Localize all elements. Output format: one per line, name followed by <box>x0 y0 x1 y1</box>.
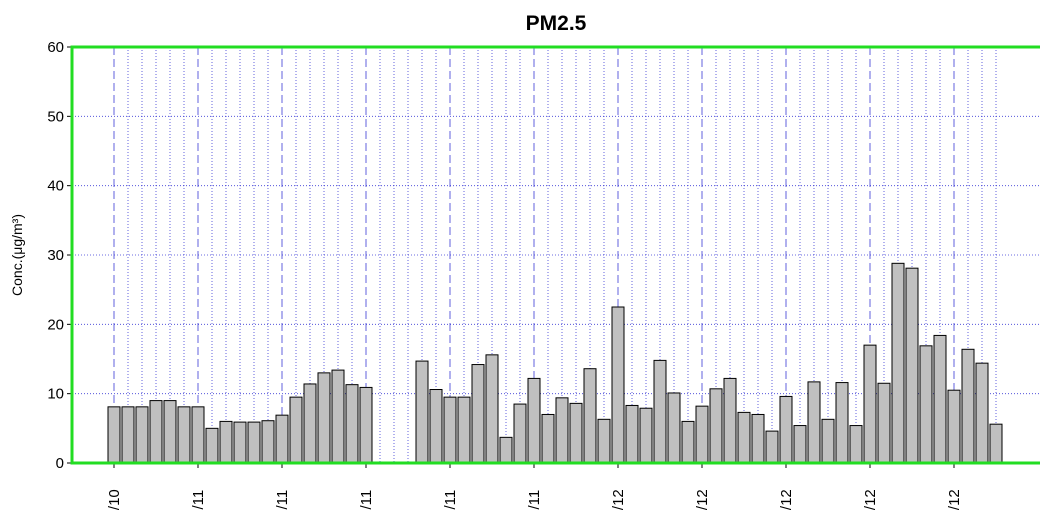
bar <box>835 382 849 464</box>
bar <box>135 406 149 464</box>
bar <box>779 395 793 464</box>
bar <box>737 411 751 464</box>
bar <box>709 388 723 464</box>
bar <box>555 397 569 464</box>
plot-frame <box>70 45 1040 465</box>
y-tick-label: 10 <box>47 386 64 403</box>
x-tick-label: 13/11 <box>358 490 375 510</box>
x-tick-label: 19/12 <box>862 489 879 510</box>
x-tick-label: 25/11 <box>526 490 543 510</box>
bar <box>261 420 275 464</box>
bar <box>303 383 317 464</box>
bar <box>625 404 639 464</box>
bar <box>331 369 345 464</box>
bar <box>667 392 681 464</box>
bar <box>429 389 443 464</box>
bar <box>681 420 695 464</box>
bar <box>807 381 821 464</box>
y-tick-label: 0 <box>56 455 64 472</box>
y-axis-label: Conc.(μg/m³) <box>9 214 25 296</box>
bar <box>527 377 541 464</box>
bar <box>541 413 555 464</box>
y-tick-label: 40 <box>47 178 64 195</box>
bar <box>723 377 737 464</box>
y-tick-label: 60 <box>47 39 64 56</box>
bar <box>975 362 989 464</box>
bar <box>751 413 765 464</box>
bar <box>695 405 709 464</box>
bar <box>149 400 163 464</box>
bar <box>611 306 625 464</box>
bar <box>569 402 583 464</box>
bar <box>961 348 975 464</box>
bar <box>821 418 835 464</box>
bar <box>583 368 597 464</box>
bar <box>415 360 429 464</box>
bar <box>765 430 779 464</box>
bar <box>989 423 1003 464</box>
bar <box>247 421 261 464</box>
bar <box>233 421 247 464</box>
bar <box>177 406 191 464</box>
x-tick-label: 25/12 <box>946 489 963 510</box>
bar <box>191 406 205 464</box>
x-tick-label: 26/10 <box>106 489 123 510</box>
bar <box>597 418 611 464</box>
bar <box>205 427 219 464</box>
x-tick-label: 13/12 <box>778 489 795 510</box>
bar <box>891 262 905 464</box>
x-tick-label: 19/11 <box>442 490 459 510</box>
bar <box>653 359 667 464</box>
bar <box>933 334 947 464</box>
bar <box>499 436 513 464</box>
bar <box>317 372 331 464</box>
bar <box>947 389 961 464</box>
bar <box>163 400 177 464</box>
bar <box>219 420 233 464</box>
x-tick-label: 01/12 <box>610 489 627 510</box>
x-tick-label: 07/11 <box>274 490 291 510</box>
bar <box>639 407 653 464</box>
bar <box>443 396 457 464</box>
bar <box>793 425 807 464</box>
bar <box>471 364 485 464</box>
y-tick-label: 20 <box>47 316 64 333</box>
x-tick-label: 01/11 <box>190 490 207 510</box>
bar <box>121 406 135 464</box>
bar <box>107 406 121 464</box>
bar <box>863 344 877 464</box>
bar <box>513 403 527 464</box>
chart-title: PM2.5 <box>526 12 587 35</box>
bar <box>919 345 933 464</box>
y-tick-label: 50 <box>47 108 64 125</box>
bar <box>877 382 891 464</box>
bar <box>275 414 289 464</box>
bar <box>457 396 471 464</box>
bar <box>905 267 919 464</box>
bar <box>359 386 373 464</box>
bar <box>849 425 863 464</box>
x-tick-label: 07/12 <box>694 489 711 510</box>
y-tick-label: 30 <box>47 247 64 264</box>
bar <box>345 384 359 464</box>
bar <box>289 396 303 464</box>
bar <box>485 354 499 464</box>
